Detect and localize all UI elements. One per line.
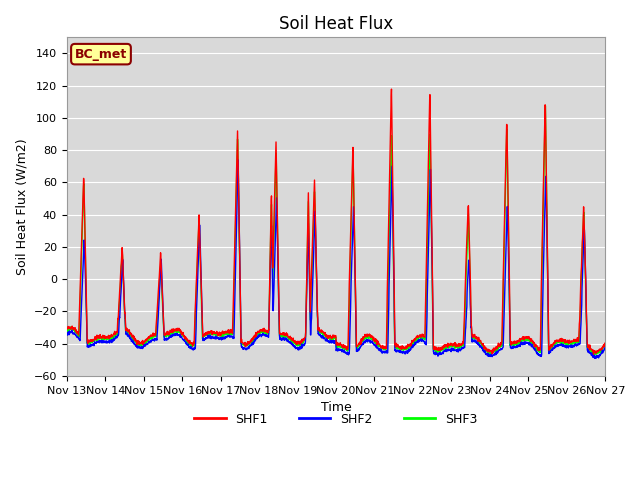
SHF3 <box>467 312 475 318</box>
SHF2 <box>308 282 316 288</box>
SHF2 <box>234 157 242 163</box>
SHF1 <box>467 315 475 321</box>
SHF1 <box>552 339 559 345</box>
SHF2 <box>467 325 475 331</box>
SHF3 <box>541 103 549 108</box>
Legend: SHF1, SHF2, SHF3: SHF1, SHF2, SHF3 <box>189 408 483 431</box>
SHF2 <box>601 345 609 351</box>
Title: Soil Heat Flux: Soil Heat Flux <box>279 15 393 33</box>
X-axis label: Time: Time <box>321 401 351 414</box>
SHF1 <box>536 346 544 352</box>
SHF2 <box>552 343 559 348</box>
SHF3 <box>365 334 373 339</box>
Y-axis label: Soil Heat Flux (W/m2): Soil Heat Flux (W/m2) <box>15 138 28 275</box>
SHF1 <box>63 326 70 332</box>
SHF3 <box>536 349 543 355</box>
Line: SHF1: SHF1 <box>67 89 605 354</box>
SHF2 <box>592 356 600 361</box>
SHF1 <box>601 340 609 346</box>
SHF3 <box>552 339 559 345</box>
SHF2 <box>536 353 544 359</box>
SHF1 <box>589 351 597 357</box>
SHF3 <box>601 343 609 348</box>
SHF1 <box>602 341 609 347</box>
SHF3 <box>308 256 316 262</box>
SHF2 <box>365 338 373 344</box>
Line: SHF2: SHF2 <box>67 160 605 359</box>
SHF3 <box>591 352 598 358</box>
SHF2 <box>63 331 70 337</box>
SHF1 <box>365 331 373 337</box>
SHF1 <box>308 242 316 248</box>
Text: BC_met: BC_met <box>75 48 127 60</box>
SHF1 <box>388 86 396 92</box>
SHF3 <box>63 329 70 335</box>
Line: SHF3: SHF3 <box>67 106 605 355</box>
SHF2 <box>602 347 609 352</box>
SHF3 <box>602 341 609 347</box>
